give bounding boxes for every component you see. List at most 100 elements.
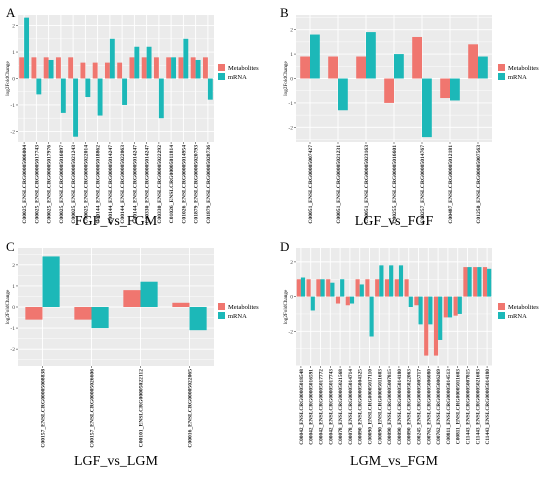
y-tick-label: 1 [12, 50, 15, 56]
x-tick-label: C00051_ENSLCRG00005007427 [308, 145, 314, 224]
x-tick-label: C01026_ENSLCRG00005011814 [169, 145, 175, 224]
y-axis-label: log2FoldChange [5, 61, 11, 96]
bar-mrna [73, 78, 79, 137]
bar-metabolites [326, 279, 331, 297]
bar-mrna [338, 78, 348, 111]
bar-mrna [428, 296, 433, 325]
bar-mrna [42, 256, 60, 307]
bar-metabolites [80, 62, 86, 79]
bar-mrna [300, 277, 306, 297]
legend-label: mRNA [508, 74, 527, 81]
bar-mrna [97, 78, 103, 116]
x-tick-label: C11443_ENSLCRG00005014180 [485, 369, 491, 445]
x-tick-label: C00144_ENSLCRG00005022063 [120, 145, 126, 224]
legend: Metabolites mRNA [498, 64, 539, 81]
bar-metabolites [141, 57, 147, 79]
bar-mrna [122, 78, 128, 105]
bar-mrna [134, 46, 140, 79]
bar-metabolites [468, 44, 478, 79]
y-tick-label: 1 [12, 284, 15, 290]
bar-mrna [359, 284, 364, 297]
x-tick-label: C00157_ENSLCRG00005008838 [41, 369, 47, 448]
bar-metabolites [482, 267, 488, 297]
bar-mrna [195, 59, 201, 79]
bar-metabolites [31, 57, 37, 79]
legend-label: Metabolites [228, 65, 259, 72]
bar-metabolites [473, 267, 478, 297]
bar-mrna [85, 78, 91, 98]
y-tick-label: 2 [290, 260, 293, 266]
bar-mrna [389, 265, 394, 297]
x-tick-label: C00042_ENSLCRG00005018548 [299, 369, 305, 445]
bar-mrna [48, 59, 54, 79]
x-tick-label: C00025_ENSLCRG00005016097 [59, 145, 65, 224]
bar-mrna [450, 78, 460, 101]
bar-mrna [310, 296, 315, 311]
y-tick-label: -1 [288, 101, 293, 107]
bar-metabolites [19, 57, 25, 79]
bar-metabolites [296, 279, 301, 297]
bar-metabolites [414, 296, 419, 306]
bar-metabolites [365, 279, 370, 297]
y-tick-label: 0 [12, 305, 15, 311]
x-tick-label: C00257_ENSLCRG00005014767 [420, 145, 426, 224]
bar-mrna [320, 279, 325, 297]
plot-area [296, 248, 492, 366]
bar-mrna [398, 265, 404, 297]
y-tick-label: -2 [10, 129, 15, 135]
x-tick-label: C00245_ENSLCRG00005005717 [417, 369, 423, 445]
bar-mrna [349, 296, 355, 304]
bar-metabolites [166, 57, 172, 79]
panel-letter: D [280, 239, 289, 254]
bar-mrna [366, 32, 376, 79]
bar-mrna [146, 46, 152, 79]
x-tick-label: C00016_ENSLCRG00005022065 [188, 369, 194, 448]
y-tick-label: 1 [290, 52, 293, 58]
legend-label: mRNA [228, 74, 247, 81]
bar-metabolites [43, 57, 49, 79]
bar-mrna [422, 78, 432, 138]
y-tick-label: -1 [10, 326, 15, 332]
bar-metabolites [306, 279, 311, 297]
x-tick-label: C00144_ENSLCRG00005018862 [96, 145, 102, 224]
bar-mrna [189, 307, 207, 331]
x-tick-label: C00051_ENSLCRG00005023163 [364, 145, 370, 224]
bar-metabolites [316, 279, 321, 297]
panel-title: LGF_vs_LGM [74, 454, 159, 469]
x-tick-label: C00025_ENSLCRG00005017976 [47, 145, 53, 224]
panel-title: LGM_vs_FGM [350, 454, 438, 469]
y-tick-label: 2 [12, 263, 15, 269]
legend-swatch [218, 73, 225, 80]
bar-mrna [140, 281, 158, 307]
y-axis-label: log2FoldChange [5, 289, 11, 324]
bar-mrna [60, 78, 66, 113]
bar-metabolites [443, 296, 448, 318]
bar-metabolites [375, 279, 380, 297]
x-tick-label: C00144_ENSLCRG00005014247 [108, 145, 114, 224]
bar-mrna [36, 78, 42, 95]
legend-swatch [498, 303, 505, 310]
bar-metabolites [300, 56, 310, 79]
panel-letter: B [280, 5, 289, 20]
x-tick-label: C00811_ENSLCRG00005014513 [446, 369, 452, 445]
bar-metabolites [440, 78, 450, 99]
legend: Metabolites mRNA [218, 303, 259, 320]
x-tick-label: C00090_ENSLCRG00005011603 [377, 369, 383, 445]
bar-mrna [24, 17, 30, 79]
bar-mrna [438, 296, 443, 340]
y-tick-label: 2 [290, 28, 293, 34]
x-tick-label: C01250_ENSLCRG00005007563 [476, 145, 482, 224]
bar-mrna [340, 279, 345, 297]
panel-b: B -2 -1 0 1 2 log2FoldChange C00051_ENSLCRG0000… [280, 5, 539, 229]
bar-metabolites [394, 279, 399, 297]
x-tick-label: C00042_ENSLCRG00005017772 [319, 369, 325, 445]
bar-metabolites [153, 57, 159, 79]
y-tick-label: 0 [12, 77, 15, 83]
bar-metabolites [384, 279, 390, 297]
bar-metabolites [453, 296, 458, 316]
bar-metabolites [25, 307, 43, 320]
bar-mrna [369, 296, 374, 337]
bar-mrna [183, 38, 189, 79]
bar-mrna [207, 78, 213, 100]
bar-metabolites [68, 57, 74, 79]
